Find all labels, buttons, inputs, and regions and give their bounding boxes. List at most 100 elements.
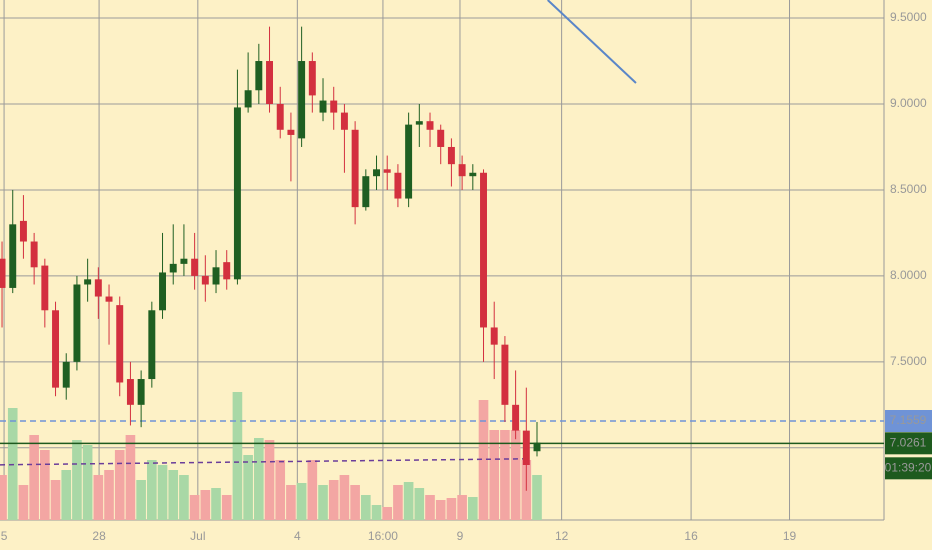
volume-bar bbox=[168, 470, 179, 520]
volume-bar bbox=[393, 485, 403, 520]
volume-bar bbox=[489, 430, 500, 520]
candle-body bbox=[276, 104, 284, 130]
volume-bar bbox=[350, 485, 360, 520]
volume-bar bbox=[435, 500, 446, 520]
candle-body bbox=[447, 146, 455, 165]
volume-bar bbox=[286, 485, 296, 520]
volume-bar bbox=[307, 460, 318, 520]
volume-bar bbox=[61, 470, 72, 520]
candle-body bbox=[362, 176, 370, 208]
volume-bar bbox=[104, 470, 114, 520]
price-label-box bbox=[885, 432, 932, 455]
candle-body bbox=[105, 296, 113, 302]
volume-bar bbox=[296, 483, 307, 520]
candle-body bbox=[62, 361, 70, 388]
volume-bar bbox=[468, 497, 478, 520]
candle-body bbox=[458, 164, 466, 177]
candle-body bbox=[405, 124, 413, 199]
candle-body bbox=[180, 258, 188, 264]
volume-bar bbox=[189, 495, 200, 520]
candle-body bbox=[255, 61, 263, 91]
candle-body bbox=[148, 310, 156, 380]
x-tick-label: 19 bbox=[783, 529, 797, 543]
volume-bar bbox=[72, 440, 82, 520]
volume-bar bbox=[318, 485, 328, 520]
candle-body bbox=[522, 430, 530, 465]
y-tick-label: 7.5000 bbox=[890, 354, 927, 368]
x-tick-label: Jul bbox=[190, 529, 205, 543]
candle-body bbox=[84, 279, 92, 285]
volume-bar bbox=[0, 475, 7, 520]
countdown-box bbox=[885, 457, 932, 480]
candle-body bbox=[415, 121, 423, 125]
candle-body bbox=[469, 172, 477, 177]
candle-body bbox=[383, 169, 391, 173]
candle-body bbox=[480, 172, 487, 328]
candle-body bbox=[373, 169, 380, 177]
volume-bar bbox=[243, 455, 253, 520]
candle-body bbox=[191, 258, 199, 276]
volume-bar bbox=[500, 430, 510, 520]
candle-body bbox=[426, 121, 434, 130]
volume-bar bbox=[532, 475, 542, 520]
candle-body bbox=[351, 129, 359, 208]
level-line bbox=[0, 458, 526, 466]
volume-bar bbox=[382, 507, 393, 520]
volume-bar bbox=[50, 480, 61, 520]
volume-bar bbox=[221, 495, 232, 520]
candle-body bbox=[0, 258, 6, 288]
y-tick-label: 8.0000 bbox=[890, 268, 927, 282]
candle-body bbox=[223, 262, 231, 280]
candle-body bbox=[330, 100, 338, 113]
price-label: 7.1559 bbox=[890, 413, 927, 427]
candle-body bbox=[266, 61, 273, 104]
candle-body bbox=[233, 107, 241, 280]
candle-body bbox=[212, 267, 220, 285]
volume-bar bbox=[40, 450, 50, 520]
candle-body bbox=[159, 272, 167, 311]
candle-body bbox=[533, 442, 541, 452]
candle-body bbox=[437, 129, 445, 147]
candle-body bbox=[394, 172, 402, 199]
countdown: 01:39:20 bbox=[885, 460, 932, 474]
volume-bar bbox=[125, 435, 136, 520]
volume-bar bbox=[232, 392, 243, 520]
x-tick-label: 12 bbox=[555, 529, 569, 543]
candle-body bbox=[52, 310, 60, 388]
volume-bar bbox=[254, 438, 264, 520]
candle-body bbox=[116, 305, 124, 383]
x-tick-label: 16:00 bbox=[368, 529, 398, 543]
x-tick-label: 16 bbox=[684, 529, 698, 543]
volume-bar bbox=[157, 465, 168, 520]
x-tick-label: 28 bbox=[92, 529, 106, 543]
volume-bar bbox=[93, 475, 104, 520]
candle-body bbox=[501, 344, 509, 405]
volume-bar bbox=[114, 450, 125, 520]
volume-bar bbox=[478, 400, 489, 520]
price-label-box bbox=[885, 410, 932, 433]
candle-body bbox=[169, 263, 177, 273]
volume-bar bbox=[275, 460, 286, 520]
candle-body bbox=[287, 129, 295, 135]
candle-body bbox=[512, 404, 520, 431]
volume-bar bbox=[446, 498, 457, 520]
y-tick-label: 8.5000 bbox=[890, 182, 927, 196]
candle-body bbox=[73, 284, 81, 362]
trend-line bbox=[547, 0, 637, 84]
volume-bar bbox=[371, 505, 382, 520]
candle-body bbox=[319, 100, 327, 113]
volume-bar bbox=[361, 495, 371, 520]
volume-bar bbox=[147, 460, 157, 520]
volume-bar bbox=[211, 488, 221, 520]
candle-body bbox=[19, 220, 27, 242]
volume-bar bbox=[510, 430, 521, 520]
volume-bar bbox=[403, 482, 414, 520]
price-label: 7.0261 bbox=[890, 435, 927, 449]
volume-bar bbox=[82, 445, 93, 520]
x-tick-label: 4 bbox=[294, 529, 301, 543]
candle-body bbox=[244, 90, 252, 108]
volume-bar bbox=[414, 488, 425, 520]
volume-bar bbox=[136, 480, 146, 520]
